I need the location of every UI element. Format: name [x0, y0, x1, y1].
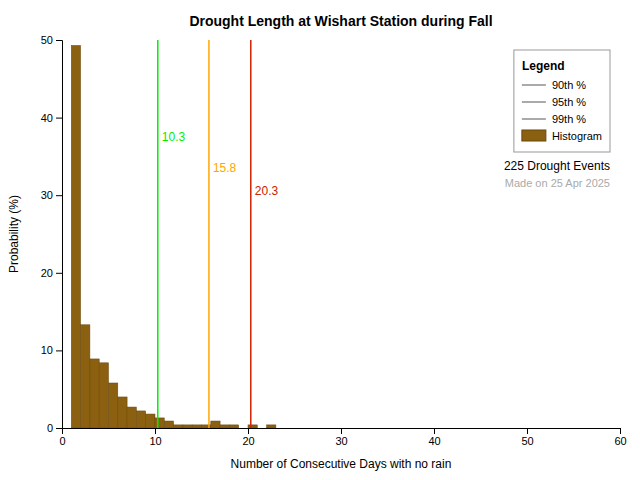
legend-swatch	[522, 84, 546, 86]
bar	[211, 421, 220, 428]
tick-mark	[56, 118, 62, 119]
tick-mark	[56, 350, 62, 351]
tick-mark	[620, 428, 621, 434]
legend-title: Legend	[522, 59, 565, 73]
bar	[81, 325, 90, 428]
tick-label: 10	[41, 344, 53, 356]
bar	[295, 428, 304, 429]
bar	[229, 425, 238, 428]
legend-label: 90th %	[552, 79, 586, 91]
tick-label: 30	[335, 435, 347, 447]
legend-label: 95th %	[552, 96, 586, 108]
tick-label: 60	[614, 435, 626, 447]
y-axis: 0 10 20 30 40 50	[41, 34, 63, 434]
reference-labels: 10.3 15.8 20.3	[162, 130, 279, 198]
tick-label: 20	[242, 435, 254, 447]
tick-label: 40	[428, 435, 440, 447]
tick: 40	[41, 112, 62, 124]
tick-label: 0	[59, 435, 65, 447]
tick-label: 30	[41, 189, 53, 201]
legend-label: Histogram	[552, 130, 602, 142]
bar	[248, 425, 257, 428]
legend-swatch	[522, 101, 546, 103]
tick: 20	[41, 267, 62, 279]
tick-mark	[527, 428, 528, 434]
tick: 30	[41, 189, 62, 201]
tick: 0	[59, 428, 65, 447]
bars	[71, 45, 276, 428]
legend-swatch	[522, 130, 546, 141]
tick-label: 50	[41, 34, 53, 46]
plot-area	[71, 40, 276, 428]
tick-label: 20	[41, 267, 53, 279]
reference-label: 15.8	[213, 161, 237, 175]
legend-swatch	[522, 118, 546, 120]
reference-label: 20.3	[255, 184, 279, 198]
bar	[276, 428, 285, 429]
tick-mark	[56, 40, 62, 41]
bar	[71, 45, 80, 428]
bar	[99, 363, 108, 428]
bar	[174, 425, 183, 428]
tick-mark	[56, 195, 62, 196]
legend: Legend 90th % 95th % 99th % Histogram	[514, 50, 610, 152]
bar	[220, 425, 229, 428]
bar	[109, 383, 118, 428]
tick-mark	[56, 428, 62, 429]
bar	[127, 407, 136, 428]
reference-line	[157, 40, 159, 428]
bar	[90, 359, 99, 428]
tick-mark	[155, 428, 156, 434]
bar	[257, 428, 266, 429]
legend-entry: 99th %	[522, 113, 586, 125]
x-axis: 0 10 20 30 40 50 60	[59, 428, 626, 447]
tick: 10	[41, 344, 62, 356]
reference-line	[208, 40, 210, 428]
legend-label: 99th %	[552, 113, 586, 125]
bar	[267, 425, 276, 428]
tick-mark	[248, 428, 249, 434]
tick: 0	[47, 422, 62, 434]
legend-entry: Histogram	[522, 130, 602, 142]
legend-frame	[514, 50, 610, 152]
tick-mark	[434, 428, 435, 434]
bar	[239, 428, 248, 429]
axis-line	[56, 41, 63, 429]
tick-mark	[341, 428, 342, 434]
annotation: Made on 25 Apr 2025	[505, 177, 610, 189]
legend-entry: 90th %	[522, 79, 586, 91]
reference-line	[250, 40, 252, 428]
bar	[285, 428, 294, 429]
tick: 10	[149, 428, 161, 447]
tick: 60	[614, 428, 626, 447]
reference-lines	[158, 40, 251, 428]
bar	[118, 397, 127, 428]
tick-label: 50	[521, 435, 533, 447]
tick: 50	[41, 34, 62, 46]
bar	[164, 421, 173, 428]
tick: 50	[521, 428, 533, 447]
chart: 0 10 20 30 40 50 60 0 10 20 30 40 50 10.3 15.8 20.3 Drou…	[0, 0, 640, 480]
tick-label: 40	[41, 112, 53, 124]
reference-label: 10.3	[162, 130, 186, 144]
y-axis-title: Probability (%)	[7, 195, 21, 273]
tick-label: 0	[47, 422, 53, 434]
tick-label: 10	[149, 435, 161, 447]
title: Drought Length at Wishart Station during…	[189, 13, 492, 29]
legend-entry: 95th %	[522, 96, 586, 108]
bar	[192, 425, 201, 428]
tick: 20	[242, 428, 254, 447]
axis-line	[63, 429, 621, 435]
tick: 30	[335, 428, 347, 447]
tick: 40	[428, 428, 440, 447]
bar	[183, 425, 192, 428]
x-axis-title: Number of Consecutive Days with no rain	[231, 457, 452, 471]
bar	[136, 411, 145, 428]
bar	[155, 418, 164, 428]
bar	[146, 414, 155, 428]
annotation: 225 Drought Events	[504, 159, 610, 173]
tick-mark	[56, 273, 62, 274]
annotations: 225 Drought Events Made on 25 Apr 2025	[504, 159, 610, 189]
